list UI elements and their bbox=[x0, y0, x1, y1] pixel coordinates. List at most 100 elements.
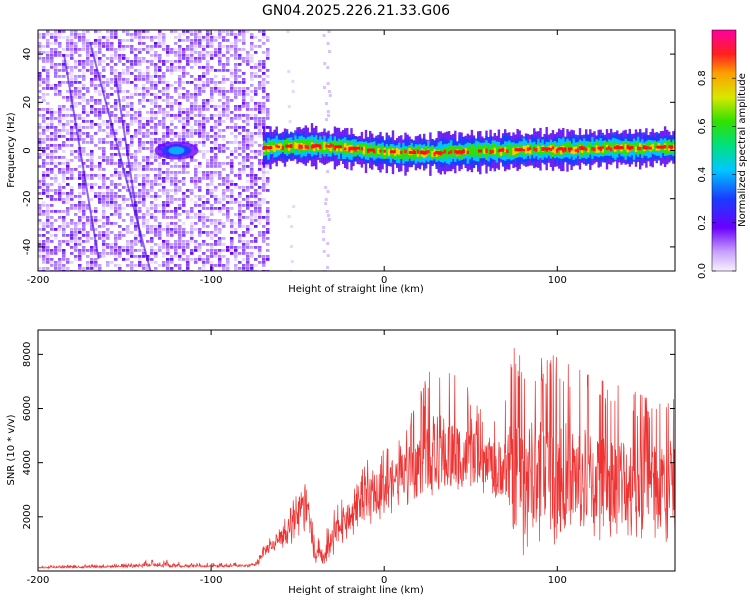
noise-cell bbox=[74, 156, 78, 159]
noise-cell bbox=[42, 99, 46, 102]
noise-cell bbox=[230, 45, 234, 48]
noise-cell bbox=[82, 63, 86, 66]
noise-cell bbox=[138, 69, 142, 72]
noise-cell bbox=[210, 114, 214, 117]
tone-cell bbox=[589, 142, 592, 154]
noise-cell bbox=[162, 186, 166, 189]
noise-cell bbox=[46, 93, 50, 96]
noise-cell bbox=[170, 255, 174, 258]
noise-cell bbox=[202, 126, 206, 129]
noise-cell bbox=[90, 99, 94, 102]
noise-cell bbox=[250, 78, 254, 81]
noise-cell bbox=[190, 54, 194, 57]
noise-cell bbox=[50, 111, 54, 114]
noise-cell bbox=[102, 180, 106, 183]
noise-cell bbox=[86, 153, 90, 156]
noise-cell bbox=[118, 255, 122, 258]
noise-cell bbox=[198, 177, 202, 180]
tone-cell bbox=[329, 145, 332, 152]
noise-cell bbox=[50, 204, 54, 207]
noise-cell bbox=[254, 102, 258, 105]
noise-cell bbox=[150, 102, 154, 105]
noise-cell bbox=[58, 189, 62, 192]
noise-cell bbox=[70, 192, 74, 195]
noise-cell bbox=[198, 132, 202, 135]
tone-cell bbox=[655, 145, 658, 149]
noise-cell bbox=[206, 84, 210, 87]
noise-cell bbox=[234, 36, 238, 39]
noise-cell bbox=[134, 90, 138, 93]
noise-cell bbox=[82, 231, 86, 234]
noise-cell bbox=[190, 249, 194, 252]
noise-cell bbox=[170, 69, 174, 72]
noise-cell bbox=[222, 192, 226, 195]
noise-cell bbox=[254, 150, 258, 153]
noise-cell bbox=[138, 198, 142, 201]
noise-cell bbox=[138, 99, 142, 102]
noise-cell bbox=[58, 75, 62, 78]
noise-cell bbox=[94, 99, 98, 102]
noise-cell bbox=[106, 36, 110, 39]
noise-cell bbox=[254, 156, 258, 159]
noise-cell bbox=[62, 66, 66, 69]
noise-cell bbox=[234, 45, 238, 48]
noise-cell bbox=[66, 165, 70, 168]
tone-cell bbox=[375, 145, 378, 158]
tone-cell bbox=[344, 143, 347, 151]
noise-cell bbox=[222, 63, 226, 66]
noise-cell bbox=[194, 183, 198, 186]
noise-cell bbox=[46, 147, 50, 150]
noise-cell bbox=[238, 132, 242, 135]
noise-cell bbox=[78, 258, 82, 261]
noise-cell bbox=[46, 78, 50, 81]
noise-cell bbox=[114, 204, 118, 207]
noise-cell bbox=[126, 39, 130, 42]
noise-cell bbox=[138, 111, 142, 114]
noise-cell bbox=[142, 126, 146, 129]
noise-cell bbox=[70, 204, 74, 207]
noise-cell bbox=[62, 108, 66, 111]
noise-cell bbox=[262, 171, 266, 174]
noise-cell bbox=[70, 153, 74, 156]
noise-cell bbox=[327, 30, 331, 33]
noise-cell bbox=[324, 102, 328, 105]
noise-cell bbox=[258, 126, 262, 129]
noise-cell bbox=[114, 54, 118, 57]
noise-cell bbox=[266, 126, 270, 129]
noise-cell bbox=[46, 195, 50, 198]
noise-cell bbox=[46, 189, 50, 192]
noise-cell bbox=[234, 105, 238, 108]
noise-cell bbox=[190, 258, 194, 261]
noise-cell bbox=[154, 243, 158, 246]
noise-cell bbox=[114, 57, 118, 60]
noise-cell bbox=[174, 132, 178, 135]
tone-cell bbox=[325, 141, 328, 154]
noise-cell bbox=[242, 204, 246, 207]
noise-cell bbox=[222, 108, 226, 111]
noise-cell bbox=[138, 174, 142, 177]
noise-cell bbox=[110, 132, 114, 135]
noise-cell bbox=[94, 90, 98, 93]
noise-cell bbox=[90, 81, 94, 84]
noise-cell bbox=[234, 69, 238, 72]
noise-cell bbox=[214, 144, 218, 147]
noise-cell bbox=[138, 201, 142, 204]
noise-cell bbox=[194, 102, 198, 105]
noise-cell bbox=[222, 87, 226, 90]
noise-cell bbox=[246, 198, 250, 201]
noise-cell bbox=[82, 183, 86, 186]
noise-cell bbox=[190, 93, 194, 96]
noise-cell bbox=[162, 108, 166, 111]
noise-cell bbox=[58, 195, 62, 198]
noise-cell bbox=[98, 108, 102, 111]
noise-cell bbox=[130, 135, 134, 138]
noise-cell bbox=[98, 99, 102, 102]
noise-cell bbox=[166, 177, 170, 180]
noise-cell bbox=[214, 198, 218, 201]
noise-cell bbox=[182, 222, 186, 225]
noise-cell bbox=[98, 90, 102, 93]
noise-cell bbox=[266, 216, 270, 219]
noise-cell bbox=[198, 234, 202, 237]
noise-cell bbox=[262, 66, 266, 69]
noise-cell bbox=[258, 123, 262, 126]
